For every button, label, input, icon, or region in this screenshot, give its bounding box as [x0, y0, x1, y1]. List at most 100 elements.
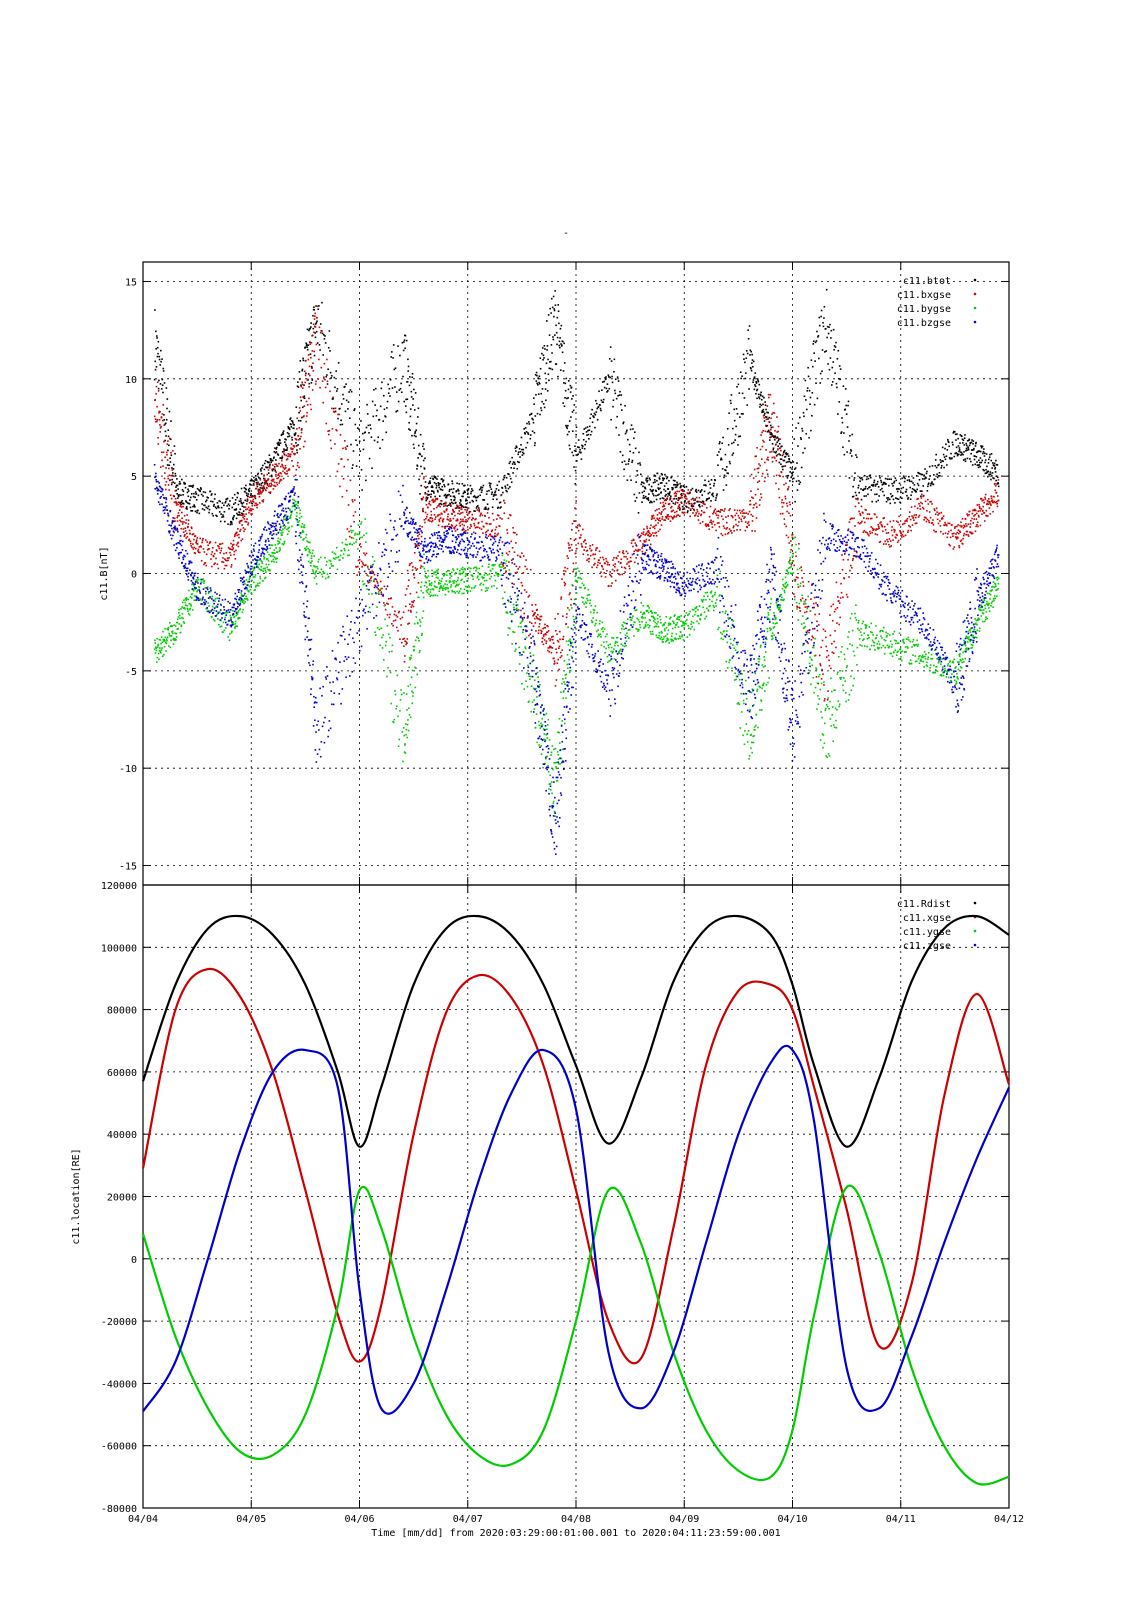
data-point — [279, 538, 282, 541]
data-point — [700, 514, 702, 517]
data-point — [919, 508, 922, 510]
data-point — [426, 513, 429, 516]
data-point — [269, 459, 272, 462]
data-point — [591, 421, 594, 424]
data-point — [691, 505, 693, 507]
data-point — [728, 509, 730, 512]
data-point — [282, 470, 284, 473]
data-point — [481, 486, 484, 489]
data-point — [681, 494, 683, 497]
data-point — [722, 489, 725, 491]
data-point — [954, 433, 957, 436]
data-point — [220, 547, 223, 550]
data-point — [314, 336, 317, 339]
data-point — [368, 568, 370, 571]
data-point — [319, 386, 321, 389]
data-point — [977, 525, 979, 528]
data-point — [642, 531, 645, 533]
data-point — [962, 537, 964, 540]
data-point — [773, 457, 776, 459]
data-point — [795, 576, 798, 579]
data-point — [473, 524, 476, 527]
data-point — [658, 478, 661, 480]
data-point — [944, 532, 947, 535]
data-point — [900, 487, 903, 490]
data-point — [790, 540, 792, 542]
data-point — [174, 475, 177, 477]
data-point — [403, 660, 406, 663]
data-point — [446, 518, 449, 521]
data-point — [264, 488, 267, 491]
legend-label: c11.btot — [903, 276, 951, 287]
data-point — [940, 530, 942, 533]
data-point — [166, 398, 169, 400]
data-point — [920, 473, 923, 476]
data-point — [643, 539, 646, 542]
data-point — [636, 549, 638, 552]
data-point — [285, 458, 288, 461]
data-point — [298, 507, 300, 509]
data-point — [984, 461, 986, 464]
data-point — [687, 510, 689, 512]
data-point — [565, 424, 567, 427]
data-point — [728, 412, 730, 414]
data-point — [720, 532, 723, 535]
data-point — [886, 497, 888, 499]
data-point — [167, 477, 170, 480]
data-point — [629, 556, 632, 559]
data-point — [842, 446, 844, 449]
data-point — [181, 613, 184, 615]
data-point — [246, 500, 248, 502]
data-point — [459, 525, 461, 527]
data-point — [229, 614, 232, 617]
data-point — [716, 522, 719, 524]
data-point — [248, 490, 251, 493]
data-point — [237, 609, 240, 612]
data-point — [533, 431, 536, 434]
data-point — [959, 442, 961, 444]
data-point — [918, 514, 921, 517]
data-point — [760, 434, 762, 436]
data-point — [749, 349, 752, 352]
data-point — [861, 520, 863, 523]
data-point — [537, 632, 540, 635]
data-point — [276, 483, 279, 486]
data-point — [754, 372, 757, 374]
data-point — [301, 531, 303, 534]
data-point — [856, 456, 858, 459]
data-point — [407, 623, 409, 625]
data-point — [394, 619, 397, 621]
data-point — [755, 502, 757, 505]
data-point — [284, 441, 286, 443]
data-point — [198, 512, 201, 515]
data-point — [312, 314, 314, 317]
data-point — [638, 451, 640, 454]
data-point — [488, 523, 491, 525]
data-point — [968, 439, 970, 442]
data-point — [281, 457, 283, 460]
data-point — [627, 463, 630, 465]
data-point — [455, 507, 458, 509]
data-point — [753, 377, 755, 380]
data-point — [822, 673, 824, 675]
data-point — [519, 450, 522, 453]
data-point — [254, 504, 256, 507]
data-point — [655, 498, 658, 501]
data-point — [254, 576, 256, 578]
data-point — [259, 491, 261, 494]
data-point — [184, 601, 187, 604]
data-point — [271, 544, 274, 547]
data-point — [648, 539, 650, 541]
data-point — [449, 504, 452, 506]
data-point — [810, 359, 813, 361]
data-point — [174, 472, 177, 475]
data-point — [155, 661, 158, 663]
data-point — [658, 477, 661, 479]
data-point — [813, 352, 815, 354]
data-point — [266, 466, 268, 469]
data-point — [214, 506, 217, 508]
data-point — [393, 368, 396, 371]
data-point — [491, 491, 494, 494]
data-point — [280, 433, 283, 436]
data-point — [238, 521, 241, 523]
